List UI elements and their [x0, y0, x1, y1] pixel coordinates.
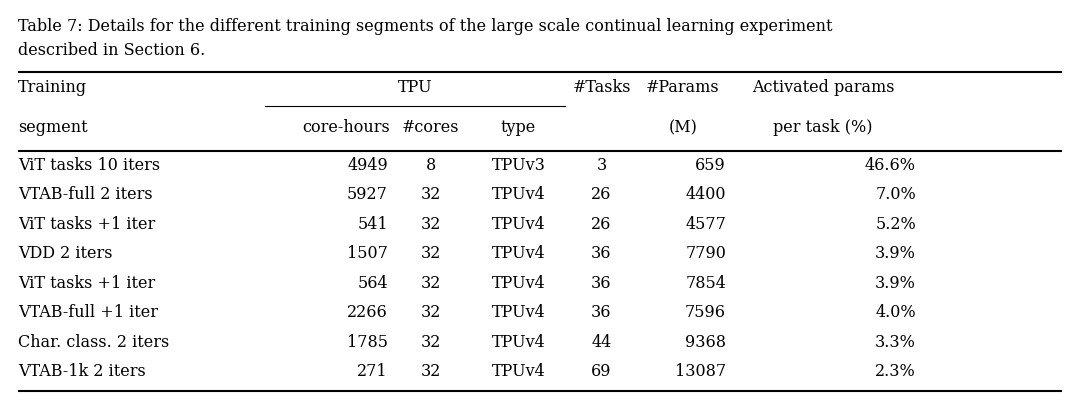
- Text: 36: 36: [591, 275, 611, 292]
- Text: TPUv4: TPUv4: [491, 364, 545, 380]
- Text: 1507: 1507: [347, 245, 388, 263]
- Text: TPUv4: TPUv4: [491, 186, 545, 204]
- Text: TPUv3: TPUv3: [491, 157, 545, 174]
- Text: 3.9%: 3.9%: [875, 275, 916, 292]
- Text: 13087: 13087: [675, 364, 726, 380]
- Text: 1785: 1785: [347, 334, 388, 351]
- Text: segment: segment: [18, 119, 87, 136]
- Text: TPUv4: TPUv4: [491, 216, 545, 233]
- Text: VDD 2 iters: VDD 2 iters: [18, 245, 112, 263]
- Text: ViT tasks +1 iter: ViT tasks +1 iter: [18, 216, 156, 233]
- Text: TPU: TPU: [397, 79, 432, 96]
- Text: type: type: [501, 119, 536, 136]
- Text: ViT tasks +1 iter: ViT tasks +1 iter: [18, 275, 156, 292]
- Text: 7790: 7790: [685, 245, 726, 263]
- Text: TPUv4: TPUv4: [491, 334, 545, 351]
- Text: 7854: 7854: [685, 275, 726, 292]
- Text: TPUv4: TPUv4: [491, 275, 545, 292]
- Text: Training: Training: [18, 79, 87, 96]
- Text: Char. class. 2 iters: Char. class. 2 iters: [18, 334, 170, 351]
- Text: 9368: 9368: [685, 334, 726, 351]
- Text: VTAB-full 2 iters: VTAB-full 2 iters: [18, 186, 152, 204]
- Text: 69: 69: [591, 364, 611, 380]
- Text: 2.3%: 2.3%: [875, 364, 916, 380]
- Text: 7596: 7596: [685, 304, 726, 321]
- Text: 32: 32: [421, 304, 442, 321]
- Text: per task (%): per task (%): [773, 119, 873, 136]
- Text: 271: 271: [357, 364, 388, 380]
- Text: VTAB-1k 2 iters: VTAB-1k 2 iters: [18, 364, 146, 380]
- Text: 36: 36: [591, 245, 611, 263]
- Text: #Params: #Params: [646, 79, 719, 96]
- Text: 3: 3: [596, 157, 607, 174]
- Text: 4400: 4400: [686, 186, 726, 204]
- Text: 32: 32: [421, 364, 442, 380]
- Text: 46.6%: 46.6%: [865, 157, 916, 174]
- Text: core-hours: core-hours: [302, 119, 390, 136]
- Text: (M): (M): [669, 119, 698, 136]
- Text: TPUv4: TPUv4: [491, 304, 545, 321]
- Text: VTAB-full +1 iter: VTAB-full +1 iter: [18, 304, 158, 321]
- Text: 4949: 4949: [348, 157, 388, 174]
- Text: 26: 26: [592, 186, 611, 204]
- Text: 32: 32: [421, 216, 442, 233]
- Text: 2266: 2266: [348, 304, 388, 321]
- Text: #Tasks: #Tasks: [572, 79, 631, 96]
- Text: 4.0%: 4.0%: [876, 304, 916, 321]
- Text: 8: 8: [426, 157, 436, 174]
- Text: 32: 32: [421, 245, 442, 263]
- Text: 659: 659: [696, 157, 726, 174]
- Text: #cores: #cores: [402, 119, 460, 136]
- Text: 541: 541: [357, 216, 388, 233]
- Text: 32: 32: [421, 275, 442, 292]
- Text: described in Section 6.: described in Section 6.: [18, 42, 205, 59]
- Text: 32: 32: [421, 186, 442, 204]
- Text: 7.0%: 7.0%: [875, 186, 916, 204]
- Text: ViT tasks 10 iters: ViT tasks 10 iters: [18, 157, 160, 174]
- Text: TPUv4: TPUv4: [491, 245, 545, 263]
- Text: 32: 32: [421, 334, 442, 351]
- Text: 26: 26: [592, 216, 611, 233]
- Text: Activated params: Activated params: [752, 79, 894, 96]
- Text: 36: 36: [591, 304, 611, 321]
- Text: 4577: 4577: [685, 216, 726, 233]
- Text: 3.9%: 3.9%: [875, 245, 916, 263]
- Text: 564: 564: [357, 275, 388, 292]
- Text: 5.2%: 5.2%: [875, 216, 916, 233]
- Text: Table 7: Details for the different training segments of the large scale continua: Table 7: Details for the different train…: [18, 18, 833, 35]
- Text: 3.3%: 3.3%: [875, 334, 916, 351]
- Text: 44: 44: [592, 334, 611, 351]
- Text: 5927: 5927: [347, 186, 388, 204]
